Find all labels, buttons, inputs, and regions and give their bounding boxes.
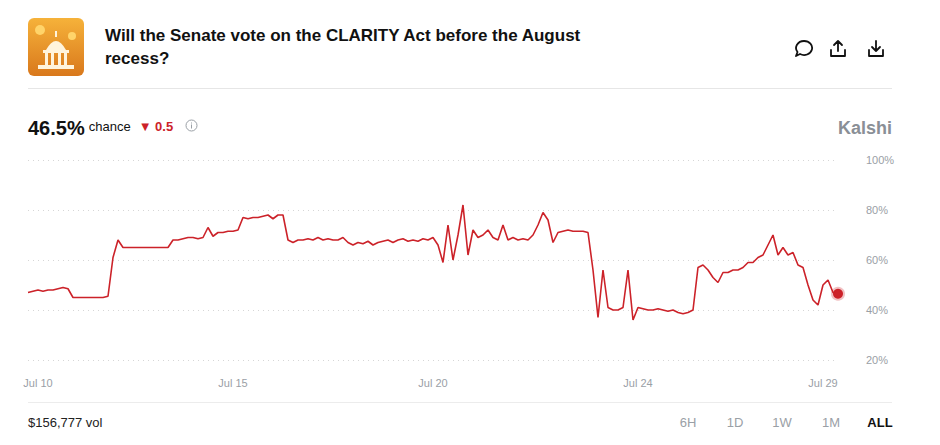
svg-text:Jul 10: Jul 10: [23, 377, 52, 389]
html-text:1W: 1W: [772, 415, 792, 430]
html-text:$156,777 vol: $156,777 vol: [28, 415, 103, 430]
html-text:ALL: ALL: [867, 415, 893, 430]
svg-text:40%: 40%: [866, 304, 888, 316]
html-text:Kalshi: Kalshi: [838, 118, 892, 138]
html-text:▼ 0.5: ▼ 0.5: [138, 119, 174, 134]
html-text:1M: 1M: [822, 415, 840, 430]
html-text:Will the Senate vote on the CL: Will the Senate vote on the CLARITY Act …: [105, 26, 581, 68]
svg-text:100%: 100%: [866, 154, 894, 166]
svg-text:Jul 29: Jul 29: [808, 377, 837, 389]
svg-text:20%: 20%: [866, 354, 888, 366]
html-text:1D: 1D: [726, 415, 744, 430]
html-text:6H: 6H: [679, 415, 697, 430]
svg-text:Jul 15: Jul 15: [218, 377, 247, 389]
svg-text:Jul 20: Jul 20: [418, 377, 447, 389]
html-text:46.5% chance: 46.5% chance: [28, 117, 131, 139]
svg-text:Jul 24: Jul 24: [623, 377, 652, 389]
svg-text:80%: 80%: [866, 204, 888, 216]
svg-text:60%: 60%: [866, 254, 888, 266]
